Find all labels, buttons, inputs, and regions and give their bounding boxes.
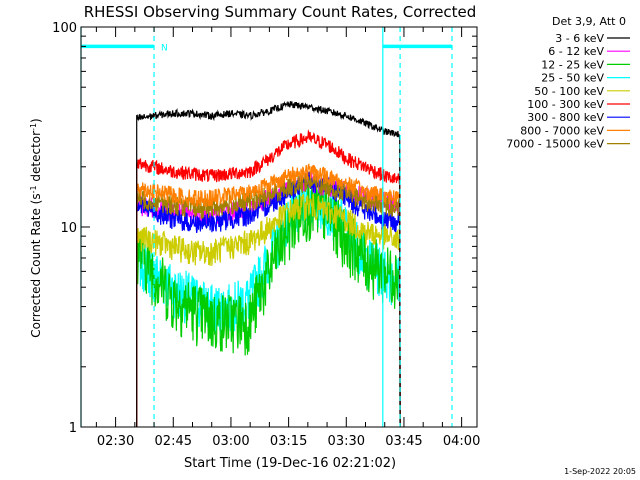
y-tick-label-2: 100 bbox=[52, 21, 77, 36]
plot-area bbox=[136, 100, 401, 428]
y-axis-label-end: ) bbox=[29, 118, 43, 123]
legend-label-2: 12 - 25 keV bbox=[541, 58, 604, 71]
x-tick-label-4: 03:30 bbox=[328, 434, 365, 449]
axes: 1 10 100 02:30 02:45 03:00 03:15 03:30 03:45 04:0… bbox=[52, 21, 480, 449]
legend-label-7: 800 - 7000 keV bbox=[520, 124, 604, 137]
series-line-5 bbox=[136, 129, 401, 428]
x-tick-label-1: 02:45 bbox=[155, 434, 192, 449]
y-axis-label-sup-2: -1 bbox=[29, 123, 38, 131]
legend-label-3: 25 - 50 keV bbox=[541, 72, 604, 85]
timestamp: 1-Sep-2022 20:05 bbox=[564, 467, 636, 476]
x-tick-label-3: 03:15 bbox=[270, 434, 307, 449]
legend-label-5: 100 - 300 keV bbox=[527, 98, 604, 111]
series-line-6 bbox=[136, 171, 401, 428]
y-axis-label-sup-1: -1 bbox=[29, 185, 38, 193]
series-line-4 bbox=[136, 193, 401, 428]
x-tick-label-2: 03:00 bbox=[212, 434, 249, 449]
y-axis-label: Corrected Count Rate (s-1 detector-1) bbox=[29, 118, 43, 337]
y-axis-label-tail: detector bbox=[29, 131, 43, 186]
legend-title: Det 3,9, Att 0 bbox=[552, 15, 626, 28]
x-tick-label-0: 02:30 bbox=[97, 434, 134, 449]
y-tick-label-0: 1 bbox=[69, 421, 77, 436]
legend-label-6: 300 - 800 keV bbox=[527, 111, 604, 124]
legend-label-8: 7000 - 15000 keV bbox=[506, 138, 604, 151]
y-tick-label-1: 10 bbox=[60, 221, 77, 236]
flag-label: N bbox=[161, 43, 168, 53]
legend-label-0: 3 - 6 keV bbox=[555, 32, 604, 45]
legend-label-4: 50 - 100 keV bbox=[534, 85, 604, 98]
x-axis-label: Start Time (19-Dec-16 02:21:02) bbox=[184, 456, 396, 471]
chart-title: RHESSI Observing Summary Count Rates, Co… bbox=[84, 3, 477, 21]
x-tick-label-5: 03:45 bbox=[385, 434, 422, 449]
series-line-0 bbox=[136, 100, 401, 428]
series-line-2 bbox=[136, 180, 401, 428]
x-tick-label-6: 04:00 bbox=[443, 434, 480, 449]
series-line-7 bbox=[136, 163, 401, 428]
legend-label-1: 6 - 12 keV bbox=[548, 45, 604, 58]
y-axis-label-main: Corrected Count Rate (s bbox=[29, 193, 43, 337]
